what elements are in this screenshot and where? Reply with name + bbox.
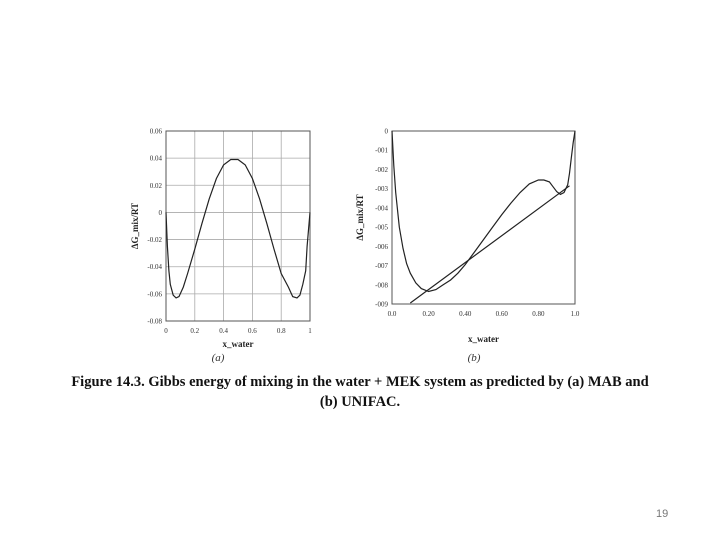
caption-line-1: Figure 14.3. Gibbs energy of mixing in t…	[71, 374, 649, 390]
x-tick-label: 1	[308, 327, 312, 335]
x-tick-label: 0.20	[422, 310, 435, 318]
y-tick-label: -005	[375, 224, 388, 232]
x-tick-label: 0.60	[496, 310, 509, 318]
x-tick-label: 0.80	[532, 310, 545, 318]
series-line	[165, 158, 311, 299]
y-tick-label: -007	[375, 262, 388, 270]
x-tick-label: 1.0	[571, 310, 580, 318]
y-tick-label: 0.04	[150, 155, 163, 163]
y-axis-label: ΔG_mix/RT	[130, 203, 140, 249]
y-tick-label: -001	[375, 147, 388, 155]
x-tick-label: 0.8	[277, 327, 286, 335]
plot-frame	[391, 130, 576, 305]
y-tick-label: 0.06	[150, 128, 163, 136]
x-tick-label: 0.2	[190, 327, 199, 335]
tangent-line	[409, 185, 570, 304]
chart-panel-a: 0 0.2 0.4 0.6 0.8 1 0.06 0.04 0.02 0 -0.02 -0.04 -0.…	[130, 128, 312, 365]
x-axis-label: x_water	[468, 334, 499, 344]
y-tick-label: -009	[375, 301, 388, 309]
y-tick-label: 0.02	[150, 182, 163, 190]
y-tick-label: -006	[375, 243, 388, 251]
y-axis-label: ΔG_mix/RT	[355, 194, 365, 240]
y-tick-label: -0.06	[147, 290, 162, 298]
page-number: 19	[656, 508, 669, 520]
y-tick-label: -0.02	[147, 236, 162, 244]
y-tick-label: -003	[375, 185, 388, 193]
x-tick-label: 0.0	[388, 310, 397, 318]
chart-panel-b: 0.0 0.20 0.40 0.60 0.80 1.0 0 -001 -002 -003 -004 -…	[355, 128, 580, 365]
panel-label: (b)	[468, 352, 481, 364]
x-axis-label: x_water	[223, 339, 254, 349]
x-tick-label: 0	[164, 327, 168, 335]
x-tick-label: 0.4	[219, 327, 228, 335]
y-tick-label: 0	[385, 128, 389, 136]
x-tick-label: 0.40	[459, 310, 472, 318]
y-tick-label: -008	[375, 281, 388, 289]
y-tick-label: 0	[159, 209, 163, 217]
y-tick-label: -0.08	[147, 318, 162, 326]
y-tick-label: -004	[375, 204, 388, 212]
caption-line-2: (b) UNIFAC.	[319, 394, 401, 410]
figure-caption: Figure 14.3. Gibbs energy of mixing in t…	[0, 372, 720, 412]
y-tick-label: -0.04	[147, 263, 162, 271]
y-tick-label: -002	[375, 166, 388, 174]
series-line	[391, 130, 576, 293]
x-tick-label: 0.6	[248, 327, 257, 335]
panel-label: (a)	[212, 352, 225, 364]
